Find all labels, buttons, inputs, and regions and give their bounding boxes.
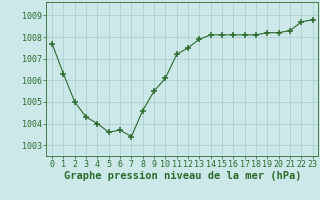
X-axis label: Graphe pression niveau de la mer (hPa): Graphe pression niveau de la mer (hPa) (64, 171, 301, 181)
